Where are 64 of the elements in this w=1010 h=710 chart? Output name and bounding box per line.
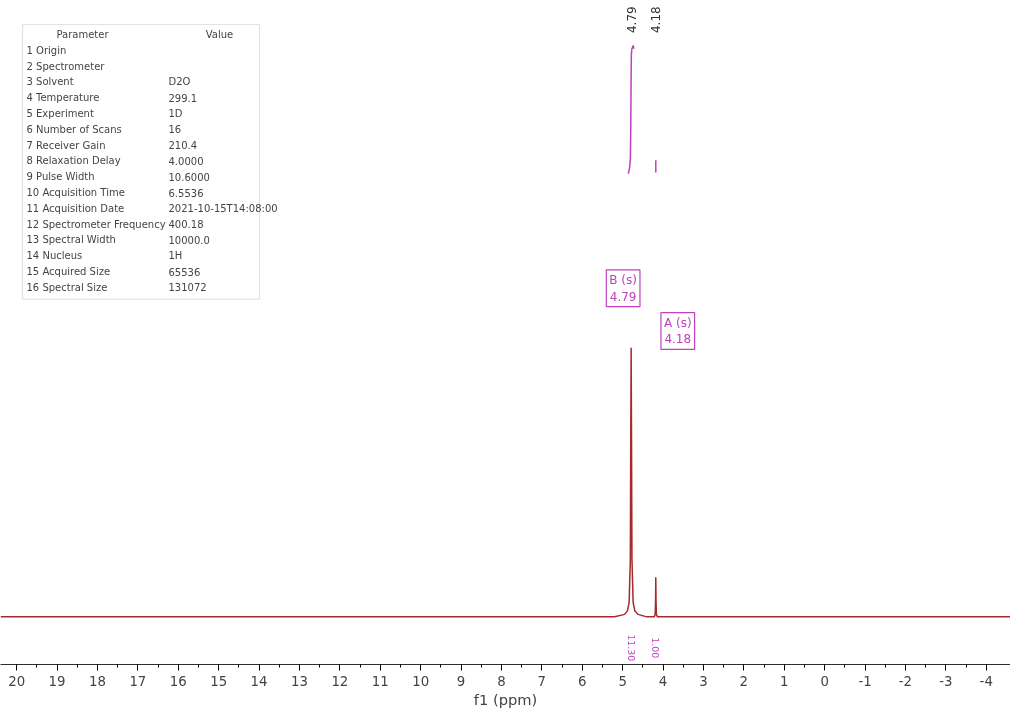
annotation: 10000.0: [168, 234, 210, 246]
x-tick-label: 10: [412, 673, 430, 689]
annotation: 16: [168, 124, 182, 136]
text: 4.79: [624, 6, 639, 34]
annotation: 1H: [168, 250, 183, 262]
category-label: Parameter: [56, 29, 110, 40]
text: Value: [205, 29, 234, 40]
category-label: 5 Experiment: [26, 108, 94, 119]
category-label: 16 Spectral Size: [26, 281, 108, 293]
category-label: 2 Spectrometer: [26, 60, 106, 72]
annotation: 65536: [168, 266, 201, 278]
category-label: 7 Receiver Gain: [26, 139, 106, 151]
category-label: 9 Pulse Width: [26, 171, 95, 183]
x-tick-label: 1: [780, 673, 789, 689]
x-tick-label: 13: [290, 673, 308, 689]
x-tick-label: -4: [979, 673, 993, 689]
annotation: 1D: [168, 108, 183, 119]
x-tick-label: 15: [210, 673, 228, 689]
x-tick-label: 9: [456, 673, 466, 689]
x-tick-label: 8: [497, 673, 506, 689]
annotation: D2O: [168, 76, 191, 88]
annotation: 131072: [168, 282, 207, 294]
x-tick-label: 14: [250, 673, 268, 689]
x-tick-label: 4: [658, 673, 668, 689]
category-label: 4 Temperature: [26, 92, 100, 104]
category-label: 14 Nucleus: [26, 250, 83, 262]
annotation: 400.18: [168, 219, 204, 231]
x-tick-label: 3: [699, 673, 708, 689]
category-label: 13 Spectral Width: [26, 234, 116, 246]
x-tick-label: 19: [48, 673, 66, 689]
annotation: 1.00: [650, 637, 662, 659]
category-label: 10 Acquisition Time: [26, 187, 125, 198]
category-label: 1 Origin: [26, 44, 67, 56]
category-label: 12 Spectrometer Frequency: [26, 218, 166, 230]
annotation: A (s) 4.18: [663, 315, 692, 347]
category-label: 6 Number of Scans: [26, 123, 122, 135]
x-tick-label: 6: [578, 673, 587, 689]
annotation: 210.4: [168, 140, 198, 152]
x-tick-label: 5: [618, 673, 627, 689]
category-label: 11 Acquisition Date: [26, 202, 125, 214]
category-label: 3 Solvent: [26, 76, 74, 88]
x-tick-label: 11: [371, 673, 389, 689]
x-tick-label: 2: [739, 673, 749, 689]
category-label: 15 Acquired Size: [26, 266, 111, 277]
x-tick-label: -1: [858, 673, 872, 689]
x-tick-label: 0: [820, 673, 829, 689]
x-tick-label: 12: [331, 673, 349, 689]
x-tick-label: 16: [169, 673, 187, 689]
x-tick-label: 7: [537, 673, 547, 689]
x-tick-label: -2: [898, 673, 913, 689]
x-tick-label: 17: [129, 673, 147, 689]
annotation: 11.30: [625, 634, 637, 662]
x-axis-title: f1 (ppm): [473, 690, 538, 708]
text: 4.18: [649, 6, 664, 34]
annotation: B (s) 4.79: [609, 272, 637, 304]
annotation: 6.5536: [168, 187, 204, 199]
annotation: 10.6000: [168, 171, 210, 183]
annotation: 2021-10-15T14:08:00: [168, 202, 278, 214]
annotation: 4.0000: [168, 155, 204, 167]
x-tick-label: 18: [88, 673, 106, 689]
x-tick-label: -3: [939, 673, 953, 689]
category-label: 8 Relaxation Delay: [26, 155, 121, 167]
x-tick-label: 20: [8, 673, 26, 689]
annotation: 299.1: [168, 92, 198, 104]
